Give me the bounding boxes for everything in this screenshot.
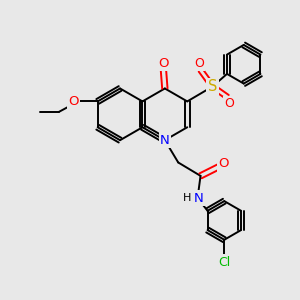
Text: N: N xyxy=(160,134,170,147)
Text: O: O xyxy=(218,158,229,170)
Text: O: O xyxy=(158,57,169,70)
Text: O: O xyxy=(224,97,234,110)
Text: O: O xyxy=(69,95,79,108)
Text: H: H xyxy=(183,193,191,203)
Text: S: S xyxy=(208,79,217,94)
Text: Cl: Cl xyxy=(218,256,230,268)
Text: N: N xyxy=(194,192,204,205)
Text: O: O xyxy=(194,57,204,70)
